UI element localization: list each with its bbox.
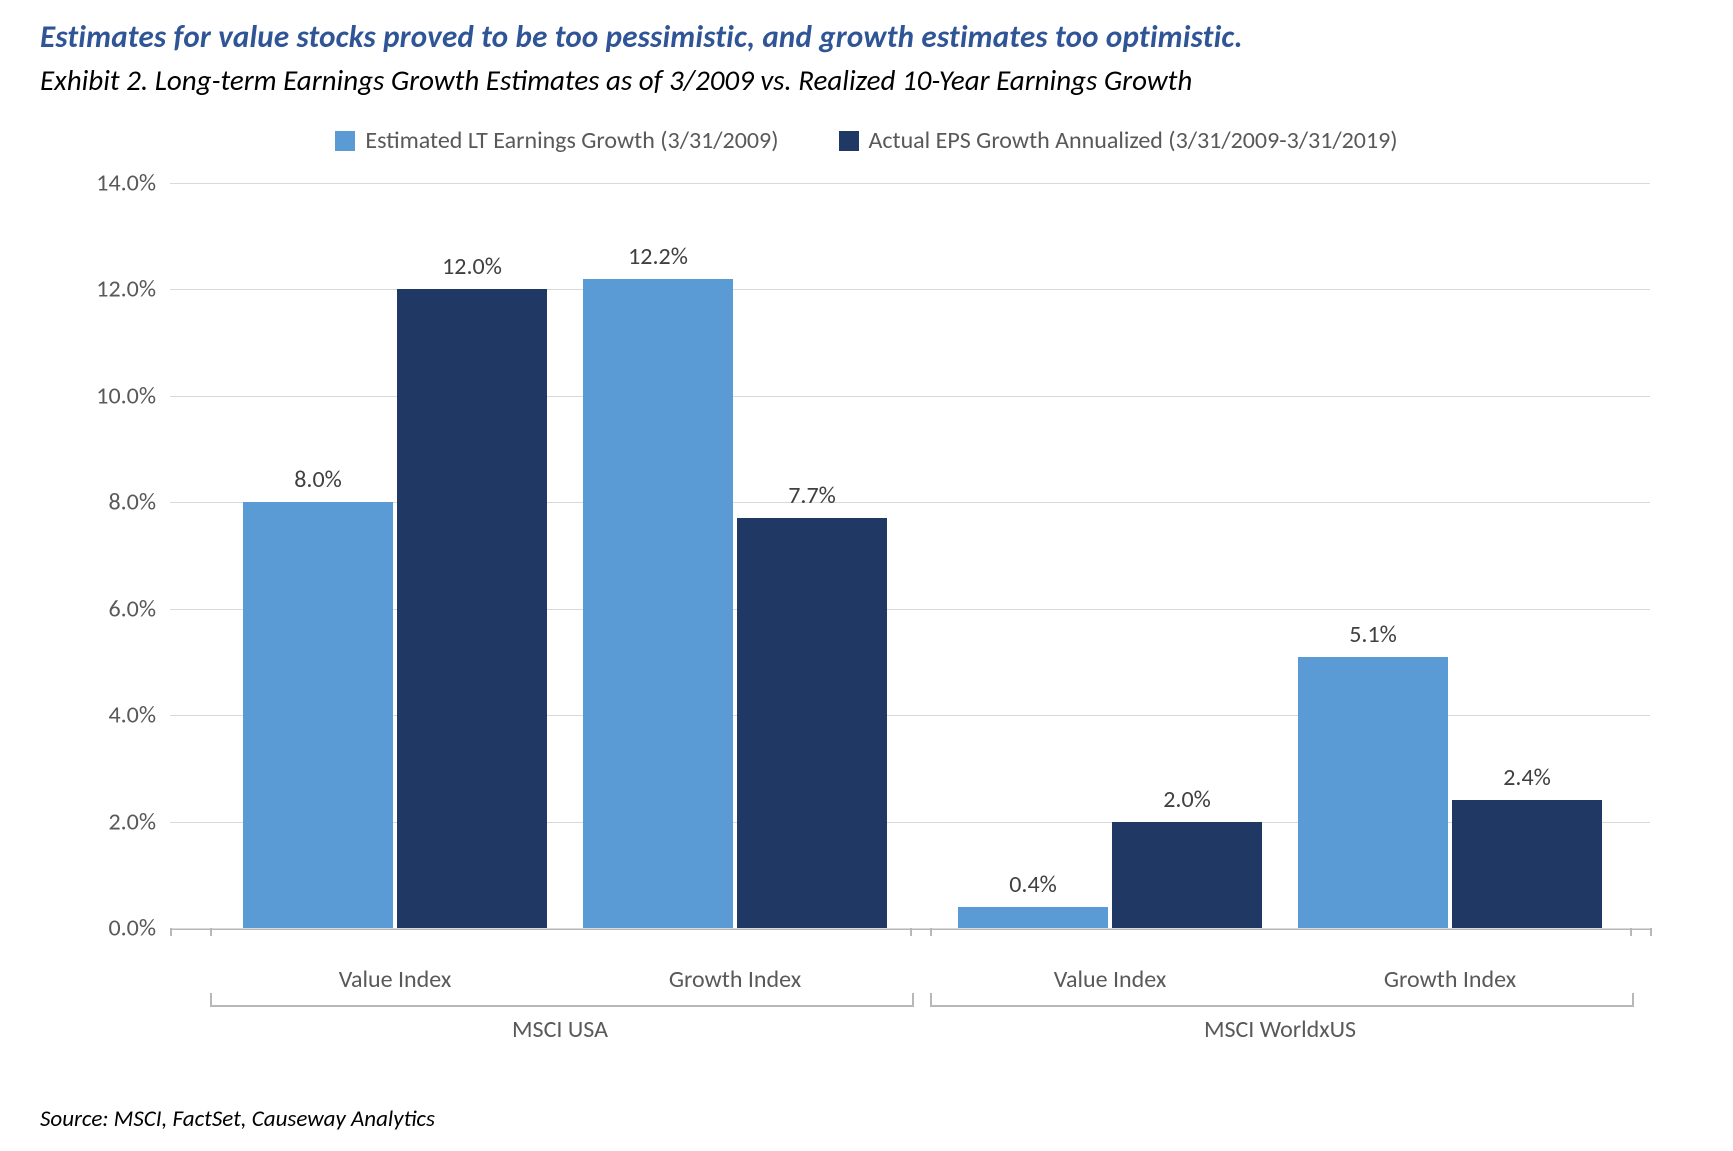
y-axis-label: 6.0% bbox=[40, 594, 156, 623]
source-attribution: Source: MSCI, FactSet, Causeway Analytic… bbox=[40, 1105, 435, 1133]
bar-value-label: 7.7% bbox=[788, 481, 836, 510]
legend-swatch-actual bbox=[839, 131, 859, 151]
headline-text: Estimates for value stocks proved to be … bbox=[40, 18, 1693, 56]
y-axis-label: 2.0% bbox=[40, 807, 156, 836]
group-bracket bbox=[210, 993, 914, 1007]
bar bbox=[397, 289, 547, 928]
category-label: Growth Index bbox=[669, 965, 801, 994]
bar-value-label: 12.2% bbox=[628, 242, 688, 271]
legend-item-estimated: Estimated LT Earnings Growth (3/31/2009) bbox=[335, 126, 778, 155]
bar bbox=[1452, 800, 1602, 928]
axis-tick bbox=[1630, 928, 1632, 936]
axis-tick bbox=[170, 928, 172, 936]
bar-value-label: 2.0% bbox=[1163, 785, 1211, 814]
axis-tick bbox=[1650, 928, 1652, 936]
exhibit-page: Estimates for value stocks proved to be … bbox=[0, 0, 1733, 1151]
axis-tick bbox=[210, 928, 212, 936]
bar bbox=[243, 502, 393, 928]
bar bbox=[583, 279, 733, 928]
y-axis-label: 10.0% bbox=[40, 381, 156, 410]
axis-tick bbox=[910, 928, 912, 936]
bar-value-label: 0.4% bbox=[1009, 870, 1057, 899]
category-label: Growth Index bbox=[1384, 965, 1516, 994]
axis-tick bbox=[930, 928, 932, 936]
bar-value-label: 2.4% bbox=[1503, 763, 1551, 792]
chart-wrap: 8.0% 12.0% 12.2% 7.7% 0.4% 2.0% 5.1% 2.4% 0.0% 2… bbox=[40, 173, 1693, 1073]
gridline bbox=[170, 289, 1650, 290]
bar bbox=[1298, 657, 1448, 928]
group-label: MSCI USA bbox=[512, 1015, 608, 1044]
group-bracket bbox=[930, 993, 1634, 1007]
bar-value-label: 12.0% bbox=[442, 252, 502, 281]
bar bbox=[958, 907, 1108, 928]
y-axis-label: 0.0% bbox=[40, 914, 156, 943]
y-axis-label: 8.0% bbox=[40, 488, 156, 517]
category-label: Value Index bbox=[1054, 965, 1167, 994]
y-axis-label: 14.0% bbox=[40, 169, 156, 198]
y-axis-label: 4.0% bbox=[40, 701, 156, 730]
bar-value-label: 5.1% bbox=[1349, 620, 1397, 649]
group-label: MSCI WorldxUS bbox=[1204, 1015, 1356, 1044]
y-axis-label: 12.0% bbox=[40, 275, 156, 304]
gridline bbox=[170, 183, 1650, 184]
legend-item-actual: Actual EPS Growth Annualized (3/31/2009-… bbox=[839, 126, 1398, 155]
grouped-bar-chart: 8.0% 12.0% 12.2% 7.7% 0.4% 2.0% 5.1% 2.4% 0.0% 2… bbox=[40, 173, 1660, 1073]
subtitle-text: Exhibit 2. Long-term Earnings Growth Est… bbox=[40, 62, 1693, 98]
chart-legend: Estimated LT Earnings Growth (3/31/2009)… bbox=[40, 126, 1693, 155]
bar bbox=[1112, 822, 1262, 928]
legend-swatch-estimated bbox=[335, 131, 355, 151]
bar bbox=[737, 518, 887, 928]
legend-label-estimated: Estimated LT Earnings Growth (3/31/2009) bbox=[365, 126, 778, 155]
bar-value-label: 8.0% bbox=[294, 465, 342, 494]
gridline bbox=[170, 396, 1650, 397]
plot-area: 8.0% 12.0% 12.2% 7.7% 0.4% 2.0% 5.1% 2.4% bbox=[170, 183, 1650, 930]
legend-label-actual: Actual EPS Growth Annualized (3/31/2009-… bbox=[869, 126, 1398, 155]
category-label: Value Index bbox=[339, 965, 452, 994]
